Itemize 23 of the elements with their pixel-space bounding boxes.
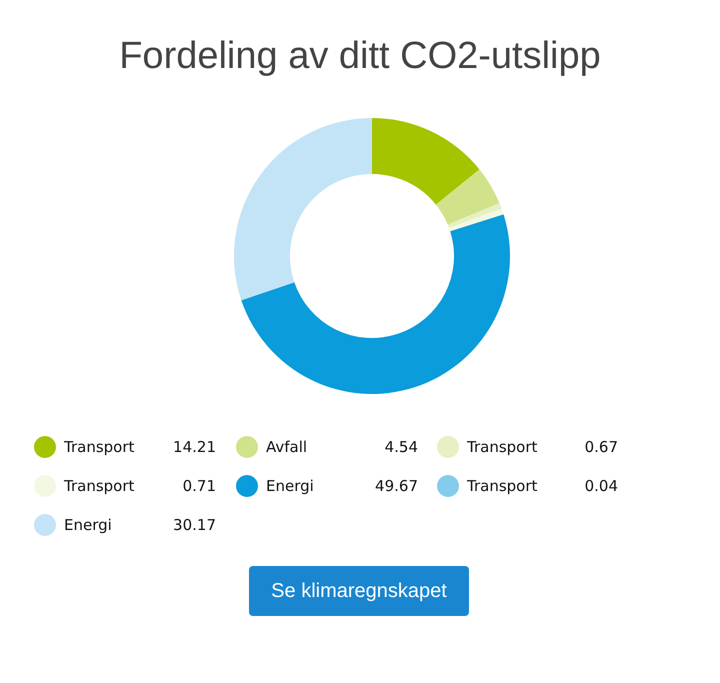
data-label: 30.17	[173, 516, 216, 534]
legend-label: Transport	[466, 477, 538, 495]
donut-slice	[372, 118, 480, 205]
donut-slice	[449, 208, 504, 232]
data-label: 4.54	[384, 438, 418, 456]
data-label: 0.71	[182, 477, 216, 495]
button[interactable]: Se klimaregnskapet	[249, 566, 469, 616]
legend-label: Energi	[266, 477, 314, 495]
donut-slice	[448, 203, 502, 228]
chart-title: Fordeling av ditt CO2-utslipp	[119, 35, 601, 77]
donut-slice	[241, 214, 510, 394]
data-label: 14.21	[173, 438, 216, 456]
legend-label: Transport	[63, 477, 135, 495]
data-label: 49.67	[375, 477, 418, 495]
data-label: 0.67	[584, 438, 618, 456]
donut-slice	[234, 118, 372, 300]
legend-label: Energi	[64, 516, 112, 534]
donut-slice	[436, 169, 500, 225]
data-label: 0.04	[584, 477, 618, 495]
legend-label: Transport	[466, 438, 538, 456]
legend-label: Avfall	[266, 438, 308, 456]
donut-slice	[241, 282, 294, 300]
legend-label: Transport	[63, 438, 135, 456]
